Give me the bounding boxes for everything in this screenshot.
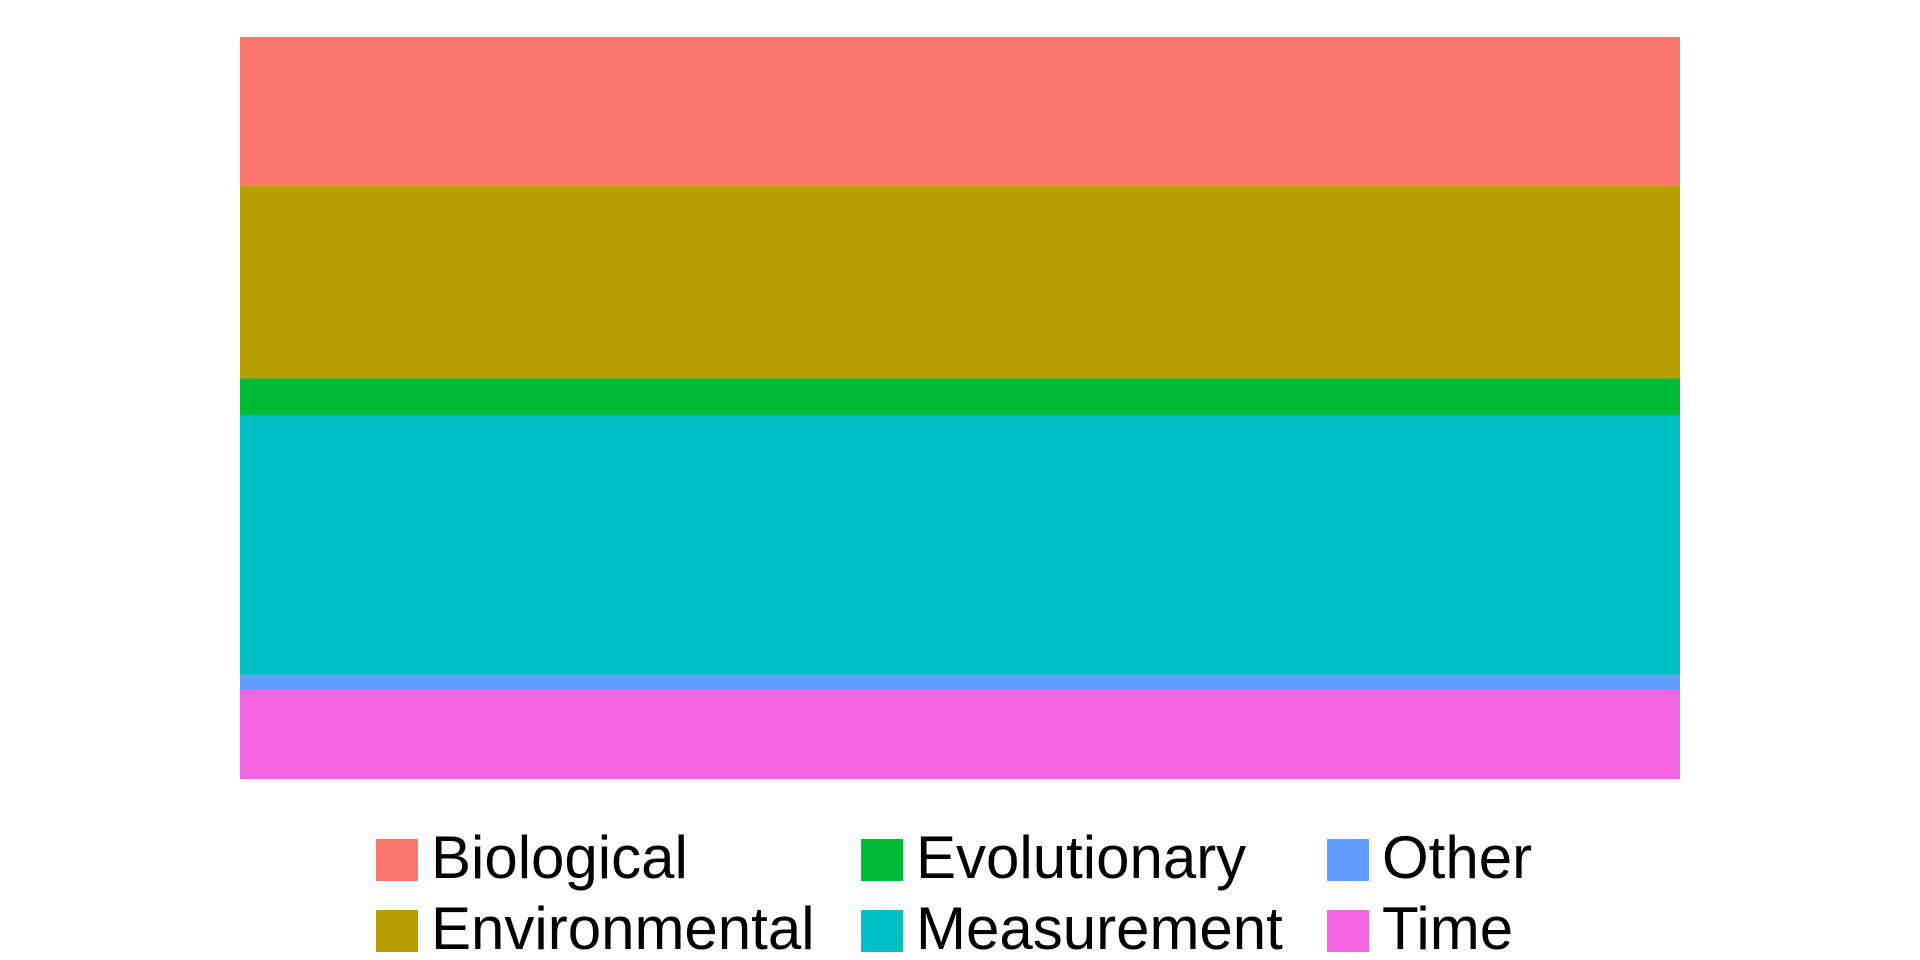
bar-segment (240, 675, 1680, 690)
bar-segment (240, 37, 1680, 186)
bar-segment (240, 378, 1680, 416)
legend-label: Biological (431, 824, 688, 891)
legend-swatch (376, 910, 418, 952)
bar-segment (240, 185, 1680, 379)
legend-swatch (376, 839, 418, 881)
legend-label: Measurement (916, 895, 1283, 960)
legend-label: Environmental (431, 895, 815, 960)
legend-label: Other (1382, 824, 1532, 891)
legend-swatch (861, 910, 903, 952)
legend-swatch (1327, 910, 1369, 952)
bar-segment (240, 689, 1680, 779)
legend-label: Evolutionary (916, 824, 1246, 891)
legend-swatch (1327, 839, 1369, 881)
legend-swatch (861, 839, 903, 881)
legend-label: Time (1382, 895, 1513, 960)
bar-segment (240, 415, 1680, 676)
